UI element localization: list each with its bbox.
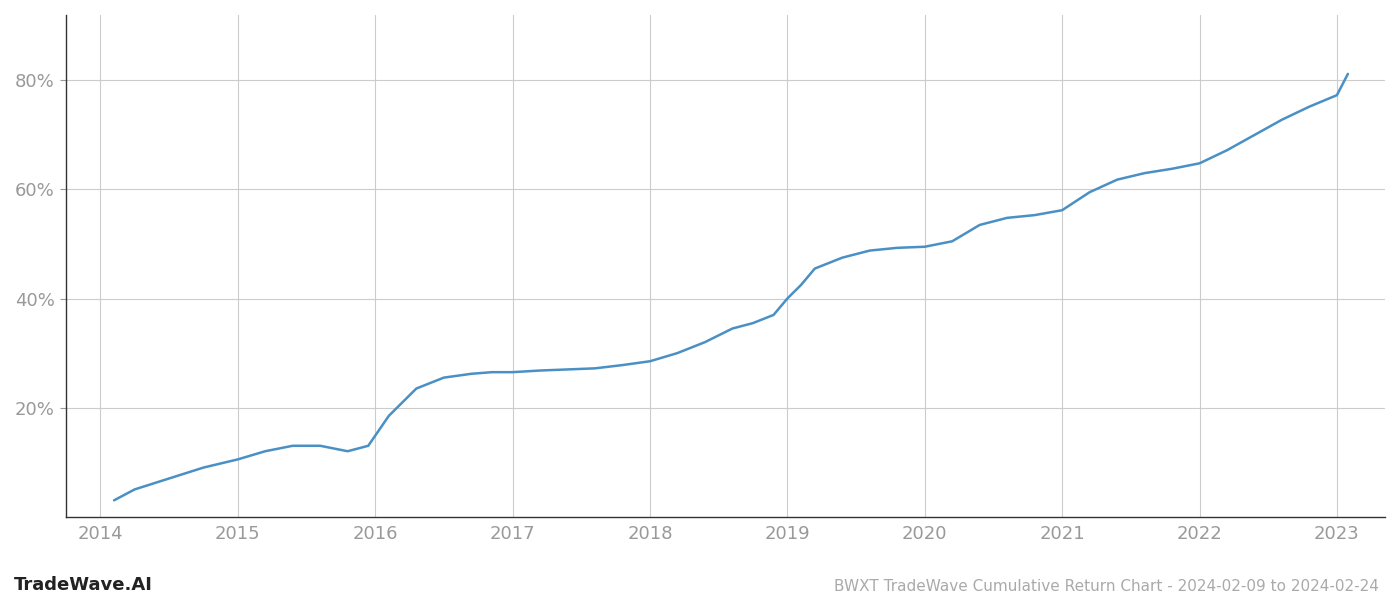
Text: TradeWave.AI: TradeWave.AI — [14, 576, 153, 594]
Text: BWXT TradeWave Cumulative Return Chart - 2024-02-09 to 2024-02-24: BWXT TradeWave Cumulative Return Chart -… — [834, 579, 1379, 594]
